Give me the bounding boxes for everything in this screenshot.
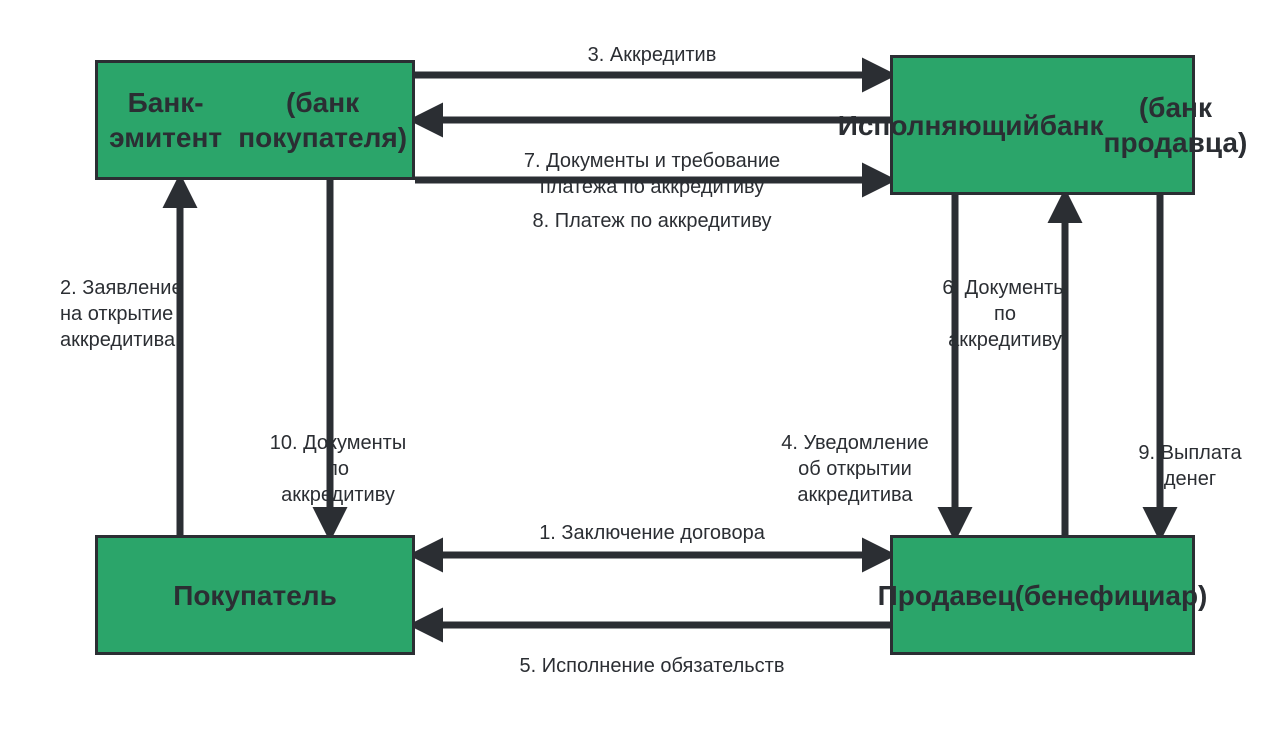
edge-label-e2: 2. Заявлениена открытиеаккредитива — [60, 275, 210, 353]
diagram-stage: Банк-эмитент(банк покупателя) Исполняющи… — [0, 0, 1280, 740]
edge-label-e10: 10. Документыпоаккредитиву — [253, 430, 423, 508]
edge-label-e1: 1. Заключение договора — [452, 520, 852, 546]
node-text-line: (банк покупателя) — [233, 85, 412, 155]
edge-label-e6: 6. Документыпоаккредитиву — [925, 275, 1085, 353]
node-text-line: Банк-эмитент — [98, 85, 233, 155]
node-text-line: Продавец — [878, 578, 1015, 613]
edge-label-e3: 3. Аккредитив — [502, 42, 802, 68]
node-seller: Продавец(бенефициар) — [890, 535, 1195, 655]
edge-label-e4: 4. Уведомлениеоб открытииаккредитива — [760, 430, 950, 508]
node-executing-bank: Исполняющийбанк(банк продавца) — [890, 55, 1195, 195]
node-text-line: (бенефициар) — [1015, 578, 1208, 613]
edge-label-e8: 8. Платеж по аккредитиву — [452, 208, 852, 234]
edge-label-e5: 5. Исполнение обязательств — [452, 653, 852, 679]
node-text-line: (банк продавца) — [1104, 90, 1248, 160]
node-issuer-bank: Банк-эмитент(банк покупателя) — [95, 60, 415, 180]
node-text-line: Исполняющий — [838, 108, 1040, 143]
node-text-line: банк — [1040, 108, 1104, 143]
node-text-line: Покупатель — [173, 578, 337, 613]
edge-label-e9: 9. Выплатаденег — [1130, 440, 1250, 492]
node-buyer: Покупатель — [95, 535, 415, 655]
edge-label-e7: 7. Документы и требованиеплатежа по аккр… — [452, 148, 852, 200]
